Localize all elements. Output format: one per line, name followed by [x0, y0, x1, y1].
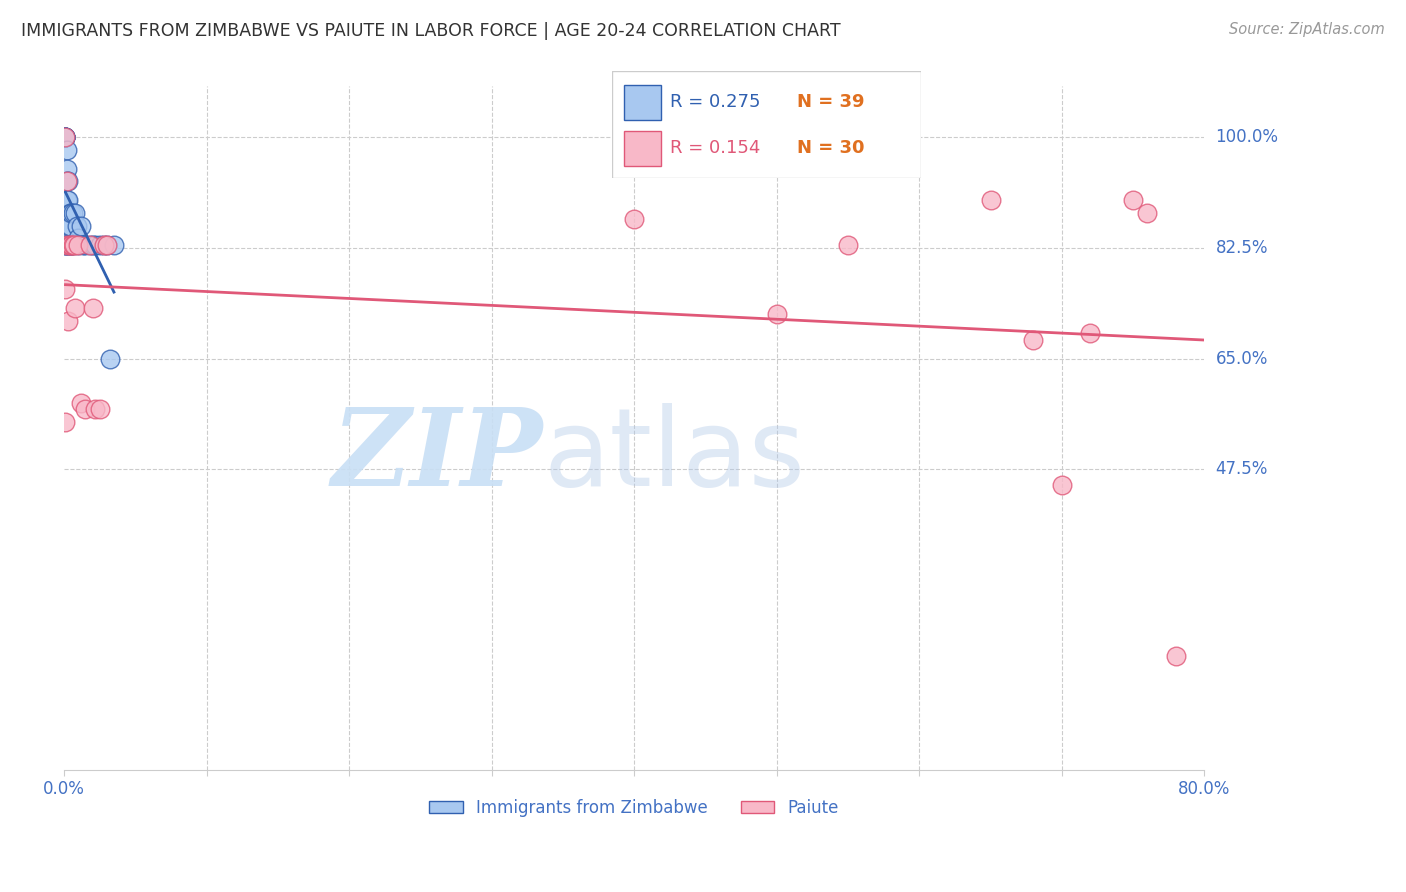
- Point: [55, 130, 77, 145]
- Point: [1122, 194, 1144, 208]
- Point: [59, 237, 82, 252]
- Point: [1164, 648, 1187, 663]
- Point: [60, 206, 83, 220]
- Point: [79, 237, 101, 252]
- Text: 82.5%: 82.5%: [1216, 239, 1268, 257]
- Point: [55, 130, 77, 145]
- Point: [98, 351, 121, 366]
- Text: 65.0%: 65.0%: [1216, 350, 1268, 368]
- Point: [55, 130, 77, 145]
- Point: [96, 237, 118, 252]
- Point: [55, 130, 77, 145]
- FancyBboxPatch shape: [624, 131, 661, 166]
- Point: [1022, 333, 1045, 347]
- Point: [56, 194, 79, 208]
- Point: [55, 415, 77, 429]
- Point: [67, 231, 90, 245]
- Point: [93, 237, 115, 252]
- Point: [56, 143, 79, 157]
- Point: [58, 219, 80, 233]
- Text: IMMIGRANTS FROM ZIMBABWE VS PAIUTE IN LABOR FORCE | AGE 20-24 CORRELATION CHART: IMMIGRANTS FROM ZIMBABWE VS PAIUTE IN LA…: [21, 22, 841, 40]
- Text: 100.0%: 100.0%: [1216, 128, 1278, 146]
- Point: [60, 237, 83, 252]
- Point: [79, 237, 101, 252]
- FancyBboxPatch shape: [612, 71, 921, 178]
- Point: [84, 237, 107, 252]
- Point: [93, 237, 115, 252]
- Point: [59, 219, 82, 233]
- Point: [55, 237, 77, 252]
- Point: [70, 219, 93, 233]
- Point: [63, 237, 86, 252]
- Point: [980, 194, 1002, 208]
- Text: 47.5%: 47.5%: [1216, 460, 1268, 478]
- Point: [60, 237, 83, 252]
- Point: [75, 237, 97, 252]
- Point: [62, 237, 84, 252]
- Point: [56, 237, 79, 252]
- Point: [72, 237, 94, 252]
- Point: [67, 237, 90, 252]
- Point: [82, 301, 104, 315]
- Point: [55, 130, 77, 145]
- Point: [1136, 206, 1159, 220]
- Point: [55, 130, 77, 145]
- Text: R = 0.275: R = 0.275: [671, 94, 761, 112]
- Point: [62, 237, 84, 252]
- Point: [103, 237, 125, 252]
- Legend: Immigrants from Zimbabwe, Paiute: Immigrants from Zimbabwe, Paiute: [423, 792, 846, 823]
- Point: [67, 237, 90, 252]
- Point: [59, 237, 82, 252]
- Point: [82, 237, 104, 252]
- Point: [66, 219, 89, 233]
- Point: [56, 174, 79, 188]
- Point: [70, 396, 93, 410]
- Point: [56, 161, 79, 176]
- Point: [89, 402, 111, 417]
- Point: [89, 237, 111, 252]
- Text: R = 0.154: R = 0.154: [671, 139, 761, 157]
- Point: [623, 212, 645, 227]
- Point: [58, 194, 80, 208]
- Point: [56, 174, 79, 188]
- Point: [58, 174, 80, 188]
- Point: [1050, 478, 1073, 492]
- Text: Source: ZipAtlas.com: Source: ZipAtlas.com: [1229, 22, 1385, 37]
- Point: [58, 313, 80, 327]
- Point: [96, 237, 118, 252]
- Point: [59, 206, 82, 220]
- Point: [65, 301, 87, 315]
- Point: [56, 237, 79, 252]
- Point: [55, 130, 77, 145]
- Point: [765, 307, 787, 321]
- Point: [837, 237, 859, 252]
- Text: N = 39: N = 39: [797, 94, 865, 112]
- Text: atlas: atlas: [543, 402, 806, 508]
- Text: ZIP: ZIP: [332, 402, 543, 508]
- Point: [55, 282, 77, 296]
- Point: [58, 237, 80, 252]
- Point: [75, 402, 97, 417]
- Point: [84, 402, 107, 417]
- Point: [62, 206, 84, 220]
- Point: [65, 206, 87, 220]
- Text: N = 30: N = 30: [797, 139, 865, 157]
- Point: [1080, 326, 1102, 341]
- Point: [55, 237, 77, 252]
- FancyBboxPatch shape: [624, 86, 661, 120]
